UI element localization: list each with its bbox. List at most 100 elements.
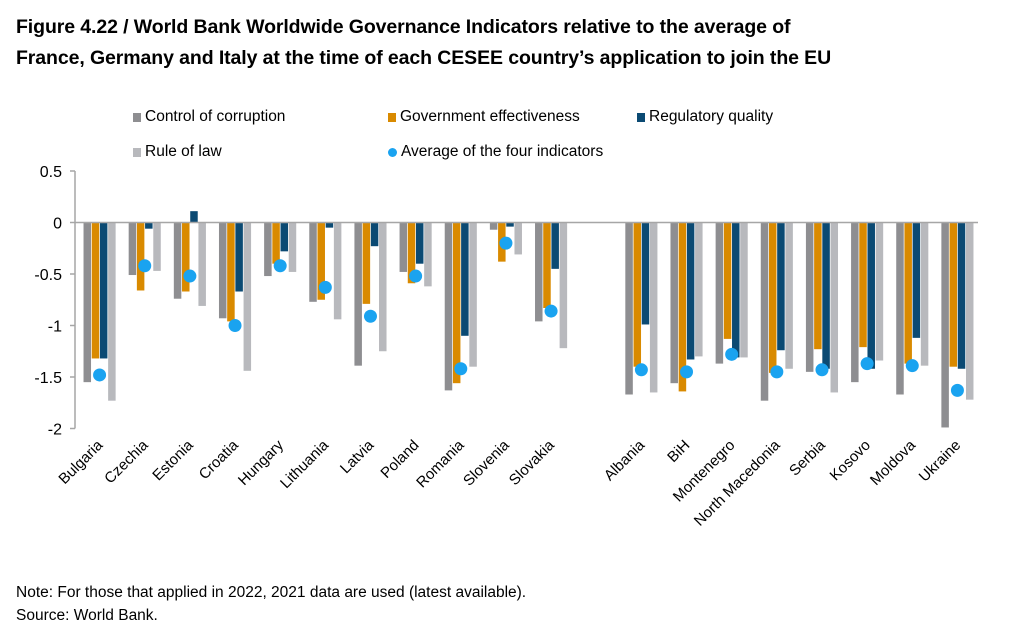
bar-rule-of-law bbox=[153, 222, 161, 271]
average-point bbox=[544, 304, 558, 318]
average-point bbox=[228, 319, 242, 332]
note-text: Note: For those that applied in 2022, 20… bbox=[16, 584, 527, 601]
bar-rule-of-law bbox=[514, 222, 522, 255]
bar-regulatory-quality bbox=[777, 222, 785, 351]
bar-rule-of-law bbox=[424, 222, 432, 287]
bar-government-effectiveness bbox=[543, 222, 551, 308]
x-tick-label: Poland bbox=[377, 437, 422, 482]
legend-swatch-government-effectiveness bbox=[388, 112, 396, 122]
bar-control-of-corruption bbox=[896, 222, 904, 395]
average-point bbox=[409, 269, 423, 283]
bar-government-effectiveness bbox=[362, 222, 371, 304]
bar-regulatory-quality bbox=[551, 222, 559, 269]
bar-rule-of-law bbox=[379, 222, 387, 352]
y-tick-label: -2 bbox=[48, 422, 62, 439]
bar-regulatory-quality bbox=[370, 222, 379, 247]
bar-regulatory-quality bbox=[641, 222, 650, 325]
bar-rule-of-law bbox=[875, 222, 884, 361]
x-tick-label: Lithuania bbox=[277, 436, 333, 492]
average-point bbox=[93, 368, 107, 382]
bar-government-effectiveness bbox=[272, 222, 280, 264]
bar-government-effectiveness bbox=[723, 222, 732, 339]
x-tick-label: Czechia bbox=[101, 436, 152, 487]
bar-regulatory-quality bbox=[867, 222, 875, 369]
bar-rule-of-law bbox=[469, 222, 477, 367]
x-tick-label: North Macedonia bbox=[691, 436, 784, 529]
x-tick-label: Latvia bbox=[337, 436, 378, 477]
average-point bbox=[183, 269, 197, 283]
average-point bbox=[725, 347, 739, 361]
bar-government-effectiveness bbox=[136, 222, 145, 291]
bar-regulatory-quality bbox=[912, 222, 921, 338]
legend-item-rule-of-law: Rule of law bbox=[133, 143, 222, 161]
legend-label: Regulatory quality bbox=[649, 108, 774, 125]
legend-dot-average bbox=[388, 147, 397, 157]
bar-regulatory-quality bbox=[957, 222, 966, 369]
bar-control-of-corruption bbox=[625, 222, 633, 395]
bar-government-effectiveness bbox=[768, 222, 777, 373]
bar-rule-of-law bbox=[649, 222, 658, 393]
bar-regulatory-quality bbox=[415, 222, 424, 264]
average-point bbox=[634, 363, 648, 377]
bar-government-effectiveness bbox=[633, 222, 642, 367]
average-point bbox=[950, 383, 964, 397]
x-tick-label: Moldova bbox=[867, 436, 920, 489]
average-point bbox=[363, 309, 377, 323]
legend-label: Rule of law bbox=[145, 143, 222, 160]
average-point bbox=[454, 362, 468, 376]
bar-control-of-corruption bbox=[128, 222, 137, 276]
y-tick-label: -1 bbox=[48, 319, 62, 336]
bar-control-of-corruption bbox=[444, 222, 453, 391]
bar-regulatory-quality bbox=[822, 222, 830, 369]
bar-rule-of-law bbox=[740, 222, 748, 358]
y-tick-label: 0 bbox=[53, 216, 62, 233]
average-point bbox=[860, 357, 874, 371]
average-point bbox=[273, 259, 287, 273]
bar-rule-of-law bbox=[288, 222, 297, 272]
x-tick-label: Slovakia bbox=[506, 436, 559, 489]
bar-control-of-corruption bbox=[173, 222, 182, 299]
legend-label: Control of corruption bbox=[145, 108, 286, 125]
source-text: Source: World Bank. bbox=[16, 607, 158, 624]
bar-control-of-corruption bbox=[399, 222, 408, 272]
x-tick-label: Romania bbox=[413, 436, 468, 491]
legend-label: Average of the four indicators bbox=[401, 143, 604, 160]
bar-regulatory-quality bbox=[732, 222, 740, 358]
bar-control-of-corruption bbox=[218, 222, 227, 319]
legend-item-control-of-corruption: Control of corruption bbox=[133, 108, 285, 126]
bar-rule-of-law bbox=[830, 222, 839, 393]
bar-regulatory-quality bbox=[461, 222, 469, 336]
x-tick-label: Ukraine bbox=[916, 437, 965, 486]
bar-control-of-corruption bbox=[670, 222, 678, 384]
y-axis: 0.5 0 -0.5 -1 -1.5 -2 bbox=[34, 164, 76, 439]
bar-regulatory-quality bbox=[325, 222, 334, 228]
category-labels: BulgariaCzechiaEstoniaCroatiaHungaryLith… bbox=[55, 436, 964, 529]
chart-title-line-2: France, Germany and Italy at the time of… bbox=[16, 47, 832, 69]
legend-item-average: Average of the four indicators bbox=[388, 143, 603, 161]
legend-item-regulatory-quality: Regulatory quality bbox=[637, 108, 773, 126]
bar-control-of-corruption bbox=[805, 222, 814, 372]
y-tick-label: 0.5 bbox=[40, 164, 62, 181]
bar-government-effectiveness bbox=[904, 222, 912, 364]
bar-regulatory-quality bbox=[280, 222, 289, 252]
bar-government-effectiveness bbox=[91, 222, 100, 359]
bar-control-of-corruption bbox=[309, 222, 317, 302]
bar-government-effectiveness bbox=[678, 222, 687, 392]
x-tick-label: Albania bbox=[601, 436, 649, 484]
bar-control-of-corruption bbox=[354, 222, 362, 366]
bar-control-of-corruption bbox=[83, 222, 92, 383]
bar-government-effectiveness bbox=[317, 222, 325, 300]
bar-regulatory-quality bbox=[235, 222, 243, 292]
chart-title-line-1: Figure 4.22 / World Bank Worldwide Gover… bbox=[16, 16, 791, 38]
bar-regulatory-quality bbox=[190, 211, 198, 223]
bar-regulatory-quality bbox=[686, 222, 695, 360]
legend-item-government-effectiveness: Government effectiveness bbox=[388, 108, 580, 126]
bar-government-effectiveness bbox=[227, 222, 235, 322]
x-tick-label: Slovenia bbox=[460, 436, 513, 489]
average-points bbox=[93, 236, 964, 397]
bar-control-of-corruption bbox=[941, 222, 949, 428]
bar-rule-of-law bbox=[198, 222, 206, 306]
average-point bbox=[318, 280, 332, 294]
bar-government-effectiveness bbox=[452, 222, 461, 384]
